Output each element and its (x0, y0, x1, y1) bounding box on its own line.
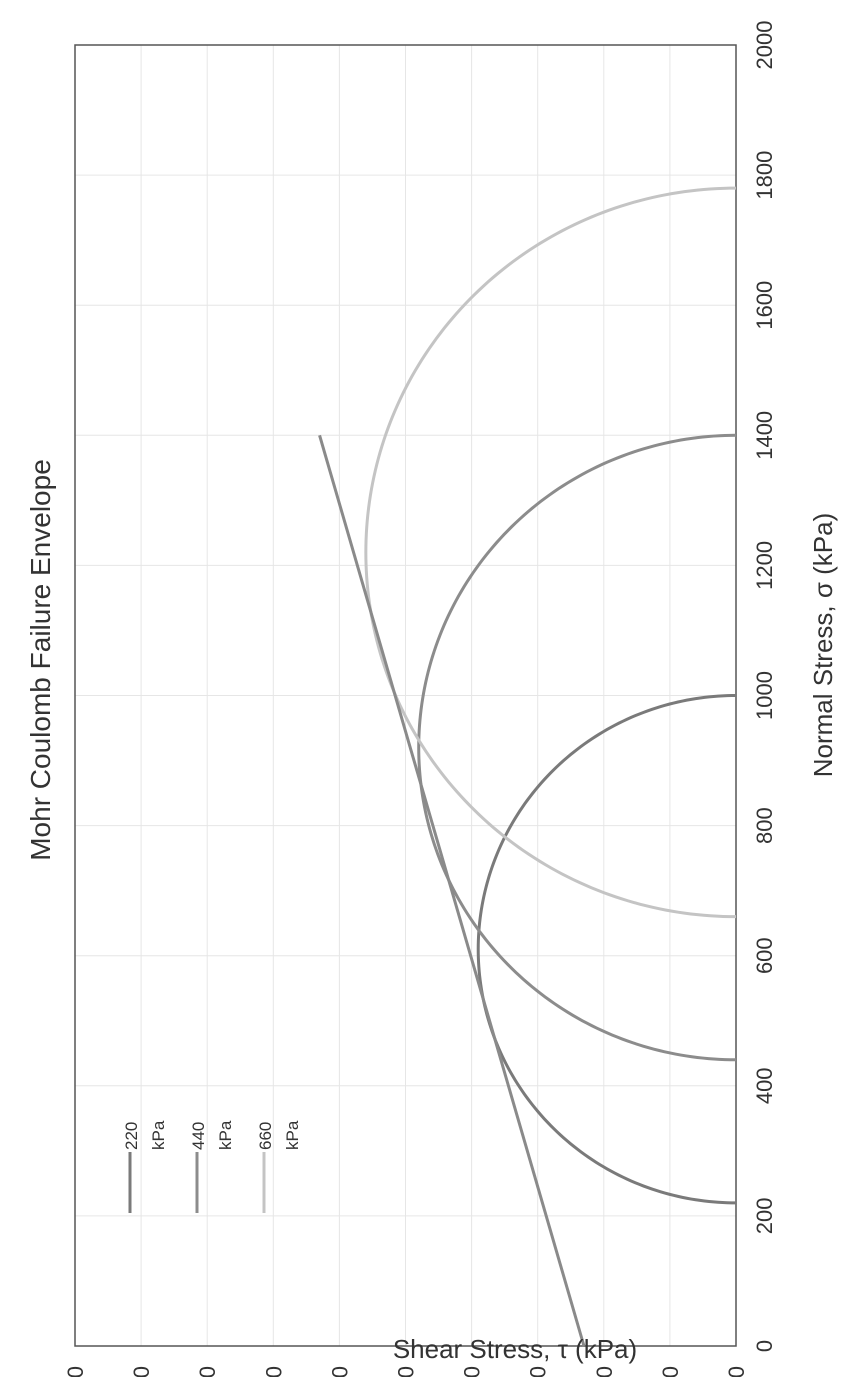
mohr-circle-3 (364, 186, 737, 919)
mohr-circle-1 (476, 694, 737, 1205)
legend: 220 kPa 440 kPa 660 kPa (122, 1120, 302, 1213)
y-tick-label: 500 (394, 1366, 419, 1377)
legend-label-value: 220 (122, 1122, 141, 1150)
y-tick-label: 200 (592, 1366, 617, 1377)
mohr-circle-2 (417, 433, 737, 1062)
y-tick-label: 700 (261, 1366, 286, 1377)
x-tick-label: 1800 (752, 151, 777, 200)
x-tick-label: 1600 (752, 281, 777, 330)
legend-entry-1: 220 kPa (122, 1120, 168, 1150)
legend-label-unit: kPa (149, 1120, 168, 1150)
y-tick-label: 300 (526, 1366, 551, 1377)
legend-label-value: 440 (189, 1122, 208, 1150)
legend-label-unit: kPa (283, 1120, 302, 1150)
failure-envelope-line (318, 434, 586, 1347)
x-tick-label: 2000 (752, 21, 777, 70)
y-tick-label: 0 (724, 1366, 749, 1377)
y-tick-label: 100 (658, 1366, 683, 1377)
x-tick-label: 200 (752, 1198, 777, 1235)
title-layer: Mohr Coulomb Failure Envelope Normal Str… (25, 459, 838, 1364)
y-tick-label: 400 (460, 1366, 485, 1377)
x-tick-label: 600 (752, 937, 777, 974)
chart-title: Mohr Coulomb Failure Envelope (25, 459, 56, 861)
y-tick-label: 800 (195, 1366, 220, 1377)
x-tick-label: 0 (752, 1340, 777, 1352)
y-tick-label: 900 (129, 1366, 154, 1377)
x-axis-title: Normal Stress, σ (kPa) (808, 513, 838, 778)
x-tick-label: 1200 (752, 541, 777, 590)
legend-entry-2: 440 kPa (189, 1120, 235, 1150)
axis-layer: 0 200 400 600 800 1000 1200 1400 1600 1800 2000 0 10… (63, 21, 777, 1377)
legend-label-unit: kPa (216, 1120, 235, 1150)
legend-entry-3: 660 kPa (256, 1120, 302, 1150)
y-axis-title: Shear Stress, τ (kPa) (393, 1334, 637, 1364)
y-tick-label: 1000 (63, 1366, 88, 1377)
x-tick-label: 400 (752, 1067, 777, 1104)
plot-layer (74, 44, 737, 1347)
x-tick-label: 800 (752, 807, 777, 844)
x-tick-label: 1400 (752, 411, 777, 460)
legend-label-value: 660 (256, 1122, 275, 1150)
x-tick-label: 1000 (752, 671, 777, 720)
y-tick-label: 600 (327, 1366, 352, 1377)
